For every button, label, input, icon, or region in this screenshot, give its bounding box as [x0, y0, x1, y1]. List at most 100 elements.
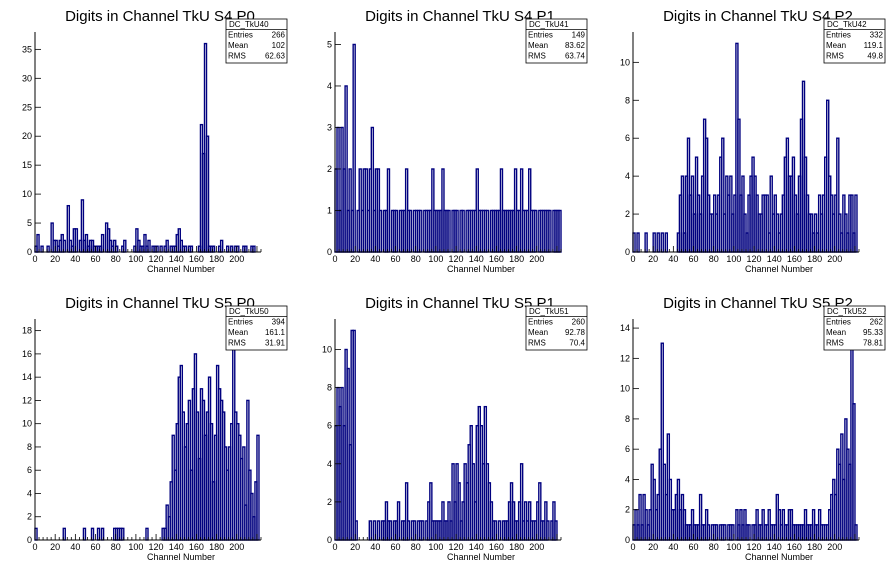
x-tick-label: 160: [189, 542, 204, 552]
x-tick-label: 40: [70, 542, 80, 552]
stats-value: 63.74: [565, 52, 586, 61]
y-tick-label: 6: [625, 444, 630, 454]
stats-label: Mean: [528, 328, 548, 337]
chart-title: Digits in Channel TkU S5 P2: [663, 295, 853, 312]
y-tick-label: 8: [27, 442, 32, 452]
histogram-bin: [548, 209, 552, 253]
x-tick-label: 60: [689, 542, 699, 552]
x-axis-label: Channel Number: [447, 264, 515, 274]
x-tick-label: 160: [489, 542, 504, 552]
stats-box-frame: [823, 305, 886, 351]
stats-label: Entries: [826, 318, 851, 327]
y-tick-label: 2: [625, 209, 630, 219]
x-tick-label: 100: [428, 542, 443, 552]
x-tick-label: 200: [529, 542, 544, 552]
y-tick-label: 12: [620, 353, 630, 363]
histogram-bin: [419, 209, 423, 253]
stats-value: 95.33: [863, 328, 884, 337]
x-tick-label: 200: [529, 254, 544, 264]
chart-panel-5: Digits in Channel TkU S5 P20 20 40 60 80 100 1…: [620, 295, 886, 562]
x-tick-label: 200: [229, 542, 244, 552]
stats-name: DC_TkU51: [529, 307, 569, 316]
y-tick-label: 8: [625, 414, 630, 424]
histogram-bin: [854, 194, 858, 253]
stats-label: Entries: [528, 318, 553, 327]
stats-label: RMS: [826, 339, 844, 348]
y-tick-label: 20: [22, 131, 32, 141]
y-tick-label: 10: [620, 57, 630, 67]
histogram-bin: [396, 501, 401, 541]
x-tick-label: 160: [489, 254, 504, 264]
x-tick-label: 200: [827, 542, 842, 552]
stats-label: Mean: [826, 328, 846, 337]
stats-name: DC_TkU50: [229, 307, 269, 316]
stats-box-frame: [525, 18, 588, 64]
histogram-bin: [455, 209, 459, 253]
chart-title: Digits in Channel TkU S4 P0: [65, 8, 255, 25]
x-tick-label: 120: [149, 542, 164, 552]
stats-value: 332: [870, 31, 884, 40]
stats-value: 83.62: [565, 41, 586, 50]
y-tick-label: 2: [327, 497, 332, 507]
histogram-bin: [394, 209, 399, 253]
stats-label: Entries: [826, 31, 851, 40]
stats-label: Mean: [228, 328, 248, 337]
stats-label: Mean: [826, 41, 846, 50]
stats-value: 262: [870, 318, 884, 327]
x-tick-label: 180: [807, 254, 822, 264]
stats-label: RMS: [528, 52, 546, 61]
y-tick-label: 4: [327, 81, 332, 91]
y-tick-label: 10: [22, 419, 32, 429]
x-tick-label: 200: [827, 254, 842, 264]
chart-panel-2: Digits in Channel TkU S4 P20 20 40 60 80 100 1…: [620, 8, 886, 274]
chart-title: Digits in Channel TkU S4 P2: [663, 8, 853, 25]
histogram-bin: [461, 209, 465, 253]
stats-value: 119.1: [864, 41, 884, 50]
x-tick-label: 40: [70, 254, 80, 264]
y-tick-label: 2: [625, 505, 630, 515]
stats-value: 266: [272, 31, 286, 40]
x-tick-label: 20: [648, 254, 658, 264]
stats-box-frame: [225, 18, 288, 64]
x-tick-label: 0: [32, 542, 37, 552]
x-tick-label: 180: [509, 542, 524, 552]
x-tick-label: 80: [111, 542, 121, 552]
stats-box-frame: [225, 305, 288, 351]
histogram-bin: [352, 329, 356, 541]
x-tick-label: 80: [411, 542, 421, 552]
histogram-bin: [447, 209, 451, 253]
histogram-bin: [378, 209, 383, 253]
x-tick-label: 0: [630, 542, 635, 552]
histogram-bin: [558, 209, 562, 253]
chart-title: Digits in Channel TkU S5 P1: [365, 295, 555, 312]
x-tick-label: 120: [149, 254, 164, 264]
y-tick-label: 4: [27, 488, 32, 498]
chart-panel-4: Digits in Channel TkU S5 P10 20 40 60 80 100 1…: [322, 295, 588, 562]
stats-value: 161.1: [265, 328, 286, 337]
y-tick-label: 14: [22, 372, 32, 382]
x-axis-label: Channel Number: [447, 552, 515, 562]
y-tick-label: 8: [327, 383, 332, 393]
chart-title: Digits in Channel TkU S5 P0: [65, 295, 255, 312]
x-axis-label: Channel Number: [147, 264, 215, 274]
x-tick-label: 140: [169, 254, 184, 264]
x-tick-label: 0: [332, 542, 337, 552]
histogram-bin: [205, 135, 210, 253]
stats-label: Mean: [228, 41, 248, 50]
x-tick-label: 180: [807, 542, 822, 552]
stats-name: DC_TkU40: [229, 20, 269, 29]
stats-value: 92.78: [565, 328, 586, 337]
y-tick-label: 0: [327, 247, 332, 257]
stats-box: DC_TkU42 Entries 332 Mean 119.1 RMS 49.8: [823, 18, 886, 64]
x-tick-label: 40: [370, 542, 380, 552]
y-tick-label: 6: [27, 465, 32, 475]
y-tick-label: 0: [27, 247, 32, 257]
y-tick-label: 25: [22, 102, 32, 112]
chart-panel-1: Digits in Channel TkU S4 P10 20 40 60 80 100 1…: [327, 8, 588, 274]
x-tick-label: 20: [350, 254, 360, 264]
histogram-bin: [852, 403, 856, 541]
x-tick-label: 100: [726, 542, 741, 552]
stats-box: DC_TkU51 Entries 260 Mean 92.78 RMS 70.4: [525, 305, 588, 351]
x-tick-label: 0: [630, 254, 635, 264]
